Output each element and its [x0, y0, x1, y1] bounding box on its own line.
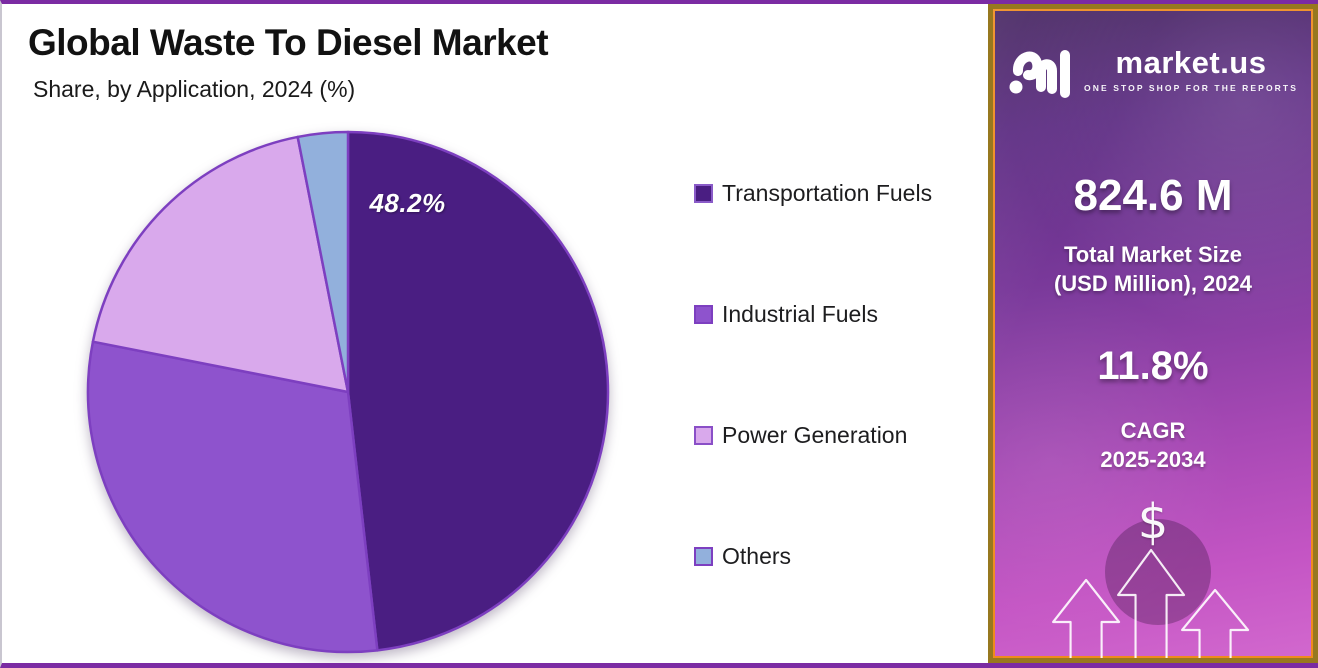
legend-label: Transportation Fuels: [722, 180, 933, 206]
marketus-logo-icon: [1009, 50, 1071, 98]
market-size-label-line2: (USD Million), 2024: [1053, 270, 1253, 296]
chart-subtitle: Share, by Application, 2024 (%): [33, 76, 356, 102]
pie-chart: 48.2%: [80, 124, 616, 660]
legend-item-industrial-fuels: Industrial Fuels: [694, 301, 932, 328]
cagr-value: 11.8%: [1097, 344, 1209, 389]
legend-label: Power Generation: [722, 422, 908, 448]
market-size-label: Total Market Size (USD Million), 2024: [1054, 241, 1252, 298]
sidebar-panel: market.us ONE STOP SHOP FOR THE REPORTS …: [988, 4, 1318, 663]
brand-name: market.us: [1115, 45, 1267, 80]
pie-slice-industrial-fuels: [86, 340, 379, 654]
legend-swatch-icon: [694, 305, 713, 324]
pie-slice-label: 48.2%: [369, 188, 446, 219]
pie-svg: [86, 130, 610, 654]
pie-slice-power-generation: [91, 135, 350, 394]
legend-item-power-generation: Power Generation: [694, 422, 932, 449]
growth-arrows-icon: [1052, 548, 1250, 658]
chart-title: Global Waste To Diesel Market: [28, 22, 549, 63]
legend-swatch-icon: [694, 547, 713, 566]
marketus-logo: market.us ONE STOP SHOP FOR THE REPORTS: [1008, 41, 1298, 99]
legend-label: Industrial Fuels: [722, 301, 878, 327]
brand-tagline: ONE STOP SHOP FOR THE REPORTS: [1084, 83, 1298, 93]
legend-item-transportation-fuels: Transportation Fuels: [694, 180, 932, 207]
cagr-label: CAGR 2025-2034: [1100, 417, 1205, 474]
pie-slice-others: [296, 130, 350, 394]
legend-item-others: Others: [694, 543, 932, 570]
market-size-value: 824.6 M: [1073, 171, 1233, 220]
legend-label: Others: [722, 543, 792, 569]
legend-swatch-icon: [694, 426, 713, 445]
cagr-label-line2: 2025-2034: [1100, 446, 1206, 472]
legend-swatch-icon: [694, 184, 713, 203]
pie-slice-transportation-fuels: [346, 130, 610, 652]
chart-panel: Global Waste To Diesel Market Share, by …: [2, 4, 990, 663]
dollar-sign-icon: $: [1137, 494, 1169, 551]
marketus-logo-text: market.us ONE STOP SHOP FOR THE REPORTS: [1084, 47, 1298, 93]
chart-legend: Transportation Fuels Industrial Fuels Powe…: [694, 4, 932, 570]
cagr-label-line1: CAGR: [1120, 418, 1186, 444]
market-size-label-line1: Total Market Size: [1063, 242, 1243, 267]
